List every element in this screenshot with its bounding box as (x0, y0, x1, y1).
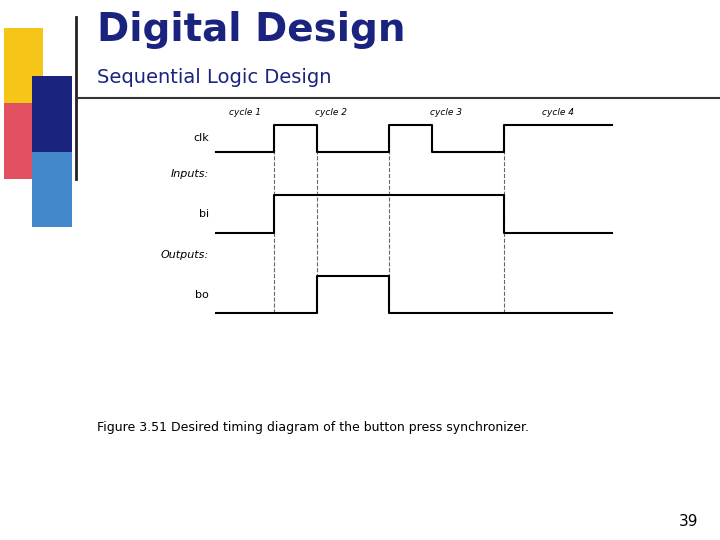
Text: Outputs:: Outputs: (161, 249, 209, 260)
Text: Sequential Logic Design: Sequential Logic Design (97, 68, 332, 87)
FancyBboxPatch shape (32, 152, 72, 227)
Text: cycle 1: cycle 1 (229, 107, 261, 117)
Text: cycle 2: cycle 2 (315, 107, 347, 117)
Text: 39: 39 (679, 514, 698, 529)
Text: Inputs:: Inputs: (171, 168, 209, 179)
FancyBboxPatch shape (4, 28, 43, 103)
Text: Digital Design: Digital Design (97, 11, 405, 49)
Text: clk: clk (193, 133, 209, 143)
Text: bi: bi (199, 208, 209, 219)
FancyBboxPatch shape (32, 76, 72, 152)
Text: cycle 4: cycle 4 (542, 107, 574, 117)
Text: Figure 3.51 Desired timing diagram of the button press synchronizer.: Figure 3.51 Desired timing diagram of th… (97, 421, 529, 434)
Text: cycle 3: cycle 3 (431, 107, 462, 117)
FancyBboxPatch shape (4, 103, 43, 179)
Text: bo: bo (195, 289, 209, 300)
